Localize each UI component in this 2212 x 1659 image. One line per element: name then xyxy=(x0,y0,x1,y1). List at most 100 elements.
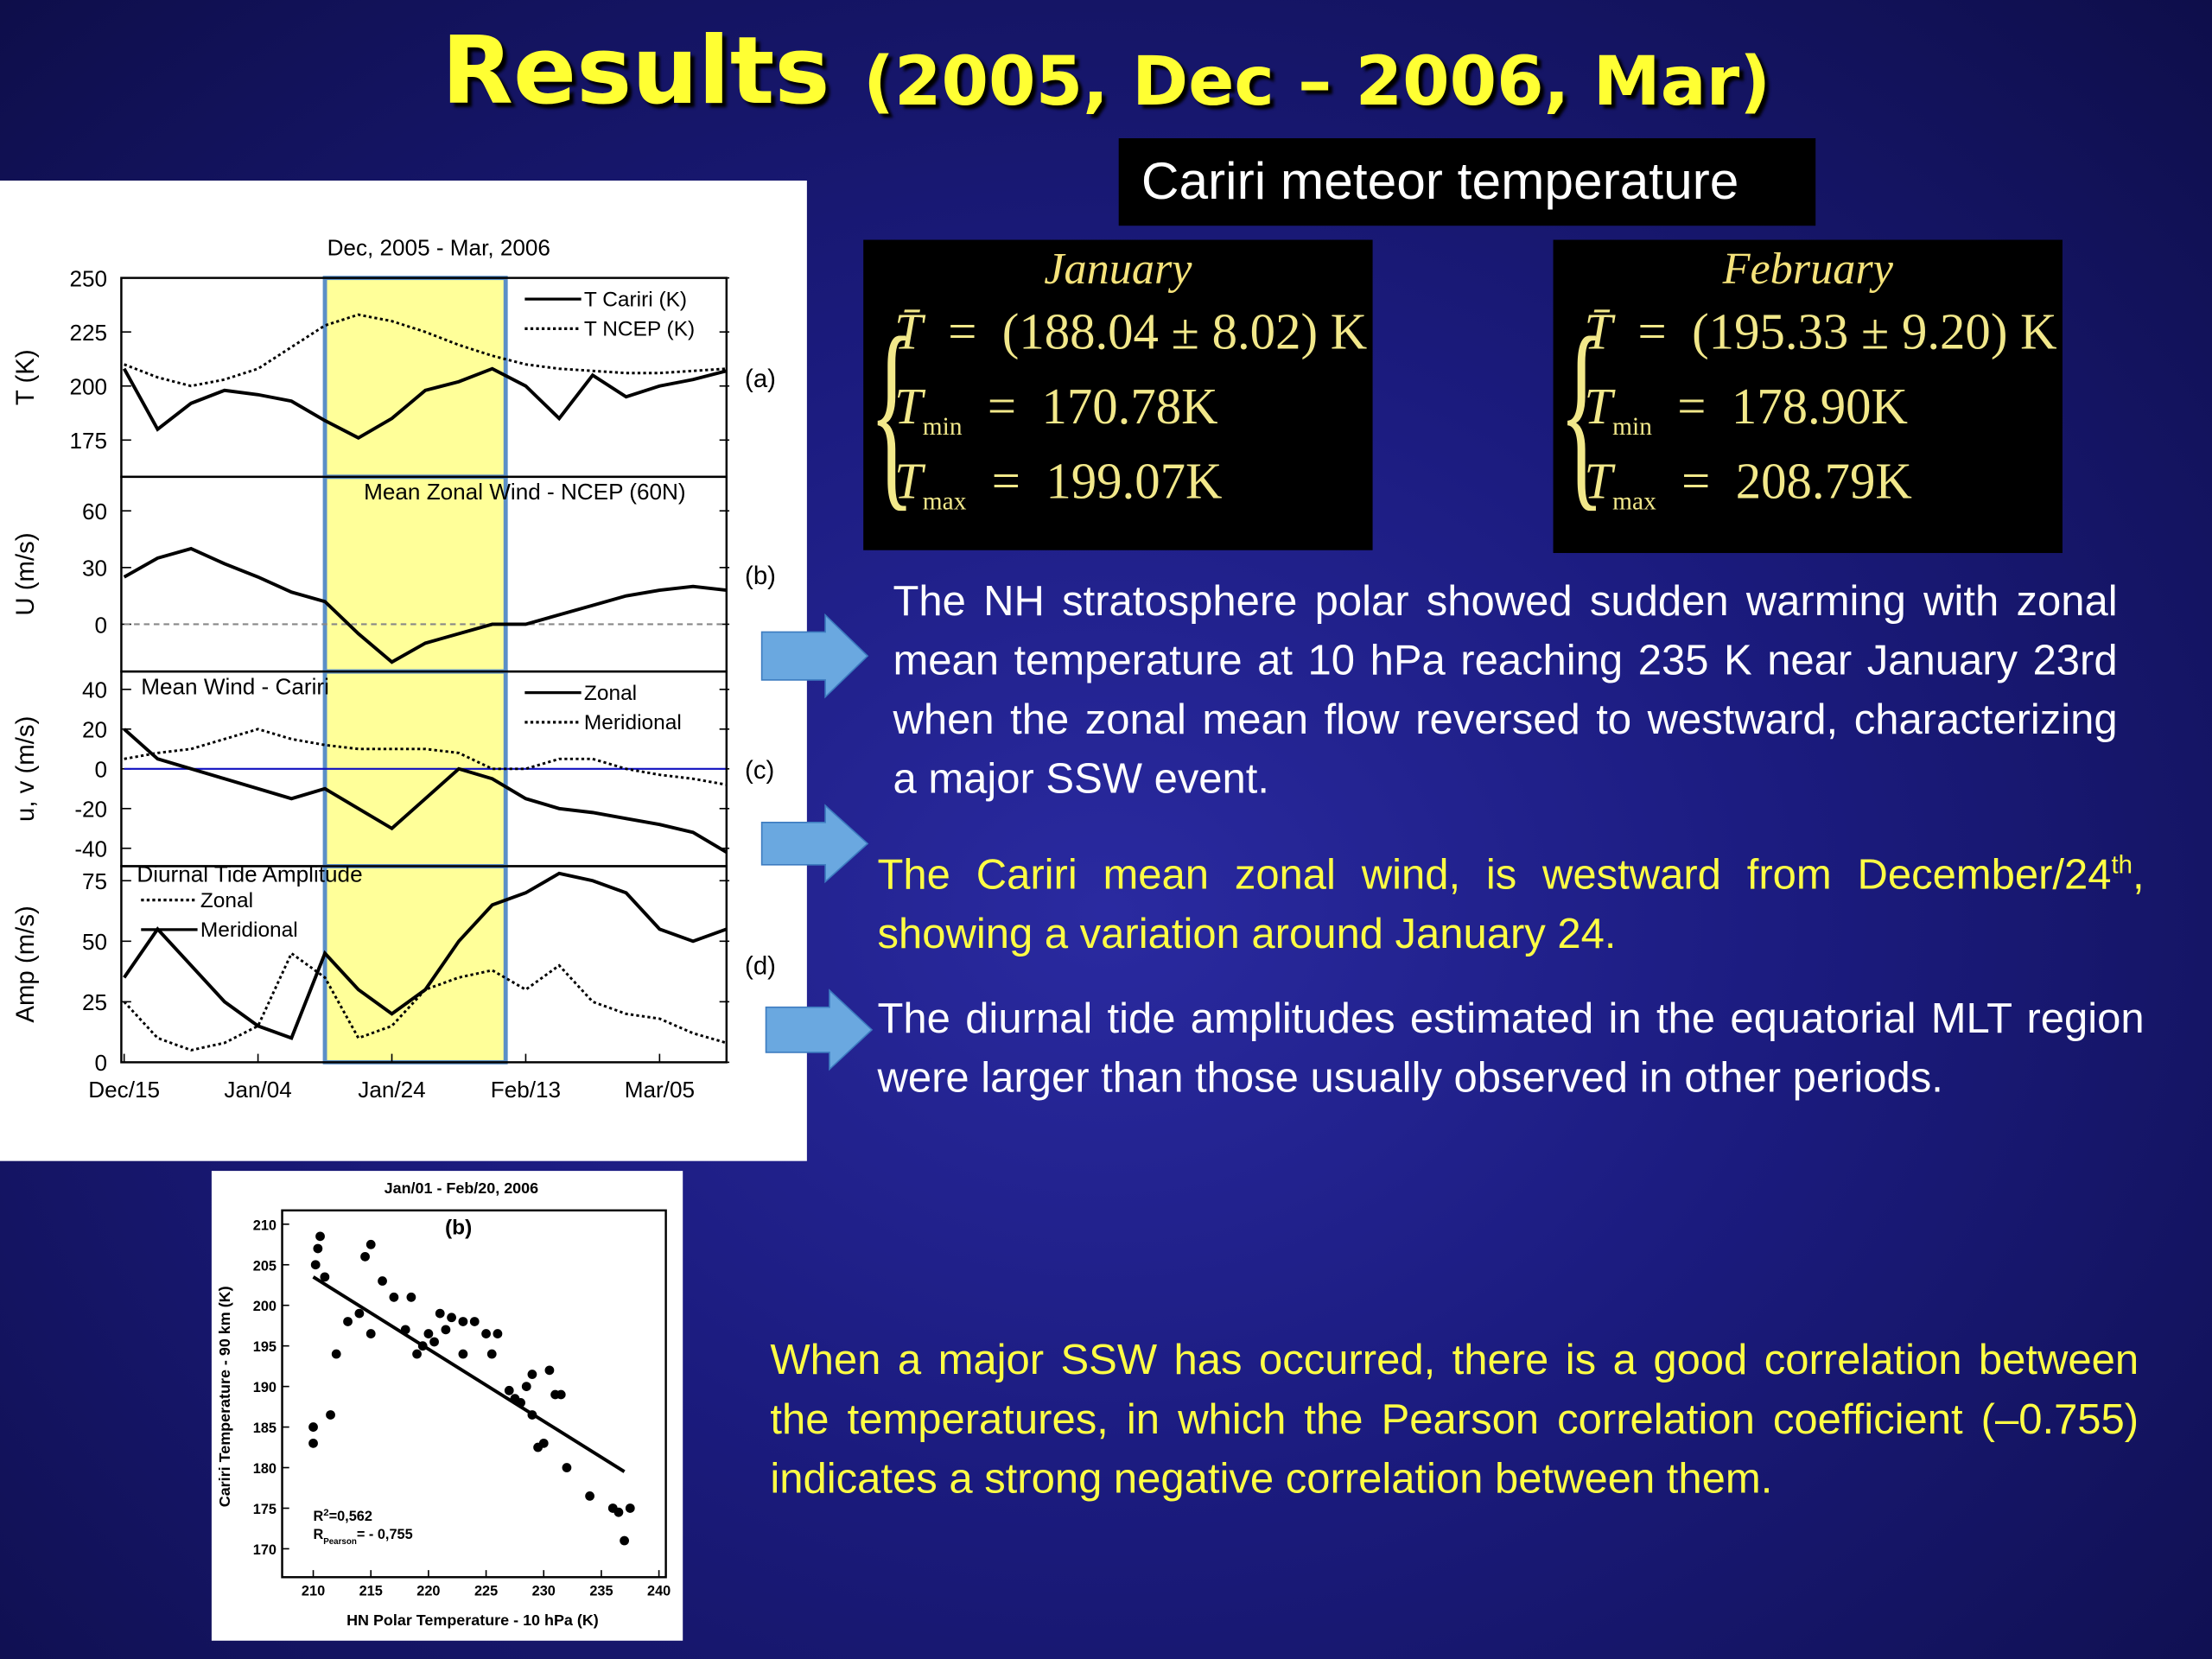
symbol: T̄ xyxy=(894,303,923,360)
text: When a major SSW has occurred, there is … xyxy=(770,1337,2139,1503)
text: The diurnal tide amplitudes estimated in… xyxy=(877,995,2145,1103)
legend-label: Meridional xyxy=(200,918,298,942)
text: =0,562 xyxy=(329,1509,372,1524)
plot-frame xyxy=(120,865,728,1064)
point xyxy=(313,1243,323,1254)
y-tick-label: 0 xyxy=(95,612,108,638)
point xyxy=(315,1231,325,1242)
point xyxy=(493,1329,503,1338)
value: 178.90K xyxy=(1731,378,1908,435)
brace: { xyxy=(1559,295,1605,530)
arrow xyxy=(760,613,869,699)
symbol: T xyxy=(1584,378,1613,435)
y-tick-label: 25 xyxy=(82,989,107,1015)
y-tick-label: 200 xyxy=(253,1299,276,1314)
legend-label: T Cariri (K) xyxy=(584,288,687,311)
plot-frame xyxy=(281,1209,667,1579)
y-tick-label: 225 xyxy=(70,320,108,346)
x-tick-label: 220 xyxy=(416,1584,440,1599)
point xyxy=(308,1438,318,1448)
paragraph: The NH stratosphere polar showed sudden … xyxy=(893,573,2117,810)
legend-label: T NCEP (K) xyxy=(584,318,695,341)
relation: = xyxy=(987,378,1017,435)
y-tick-label: 250 xyxy=(70,265,108,291)
statistic: RPearson= - 0,755 xyxy=(313,1527,412,1547)
text: = - 0,755 xyxy=(357,1527,413,1542)
y-tick-label: 180 xyxy=(253,1461,276,1477)
y-tick-label: 175 xyxy=(253,1502,276,1517)
series-line xyxy=(123,951,728,1052)
series-line xyxy=(123,728,728,855)
formula-row: T̄ = (195.33 ± 9.20) K xyxy=(1554,295,2063,370)
relation: = xyxy=(1677,378,1707,435)
title: Results xyxy=(442,16,830,126)
point xyxy=(406,1292,416,1302)
point xyxy=(458,1317,468,1326)
formula-row: Tmax = 208.79K xyxy=(1554,444,2063,519)
y-tick-label: 185 xyxy=(253,1421,276,1436)
point xyxy=(423,1329,434,1338)
symbol: T̄ xyxy=(1584,303,1613,360)
subscript: max xyxy=(922,486,967,516)
x-tick-label: 235 xyxy=(589,1584,613,1599)
point xyxy=(331,1349,341,1359)
brace: { xyxy=(868,295,915,530)
formula-box: February {T̄ = (195.33 ± 9.20) K Tmin = 178.90… xyxy=(1553,239,2063,553)
panel-label: (a) xyxy=(745,365,776,393)
formula-row: Tmax = 199.07K xyxy=(863,444,1372,519)
formula-heading: January xyxy=(1044,242,1192,294)
point xyxy=(360,1251,370,1262)
x-tick-label: Jan/24 xyxy=(358,1077,425,1103)
box-label: Cariri meteor temperature xyxy=(1118,138,1816,226)
x-tick-label: 225 xyxy=(474,1584,498,1599)
relation: = xyxy=(948,303,977,360)
chart-title: Jan/01 - Feb/20, 2006 xyxy=(385,1179,539,1197)
highlight xyxy=(322,863,508,1065)
subscript: Pearson xyxy=(323,1537,357,1547)
relation: = xyxy=(1637,303,1667,360)
value: 208.79K xyxy=(1735,453,1912,510)
x-tick-label: 240 xyxy=(647,1584,671,1599)
point xyxy=(441,1325,451,1335)
point xyxy=(544,1365,555,1376)
point xyxy=(556,1389,566,1400)
y-tick-label: 20 xyxy=(82,717,107,743)
fit-line xyxy=(312,1275,626,1473)
point xyxy=(613,1507,624,1517)
y-tick-label: 175 xyxy=(70,428,108,454)
series-line xyxy=(124,728,728,786)
point xyxy=(354,1308,365,1319)
x-tick-label: 210 xyxy=(302,1584,325,1599)
x-tick-label: Dec/15 xyxy=(88,1077,160,1103)
point xyxy=(389,1292,399,1302)
point xyxy=(481,1329,491,1338)
text: R xyxy=(313,1509,323,1524)
point xyxy=(538,1438,549,1448)
x-tick-label: 230 xyxy=(532,1584,556,1599)
formula-row: Tmin = 178.90K xyxy=(1554,370,2063,445)
y-axis-label: U (m/s) xyxy=(11,532,40,615)
text: R xyxy=(313,1527,323,1542)
point xyxy=(458,1349,468,1359)
point xyxy=(343,1317,353,1326)
symbol: T xyxy=(894,378,923,435)
superscript: 2 xyxy=(323,1508,328,1518)
paragraph: The diurnal tide amplitudes estimated in… xyxy=(878,990,2145,1109)
series-line xyxy=(123,871,728,1040)
formula-row: Tmin = 170.78K xyxy=(863,370,1372,445)
superscript: th xyxy=(2111,850,2133,880)
legend-label: Zonal xyxy=(584,682,637,705)
annotation: Diurnal Tide Amplitude xyxy=(137,861,362,887)
x-axis-label: HN Polar Temperature - 10 hPa (K) xyxy=(346,1611,599,1629)
annotation: Mean Zonal Wind - NCEP (60N) xyxy=(364,479,685,505)
paragraph: The Cariri mean zonal wind, is westward … xyxy=(878,836,2145,965)
statistic: R2=0,562 xyxy=(313,1508,372,1524)
point xyxy=(365,1239,376,1249)
y-tick-label: 190 xyxy=(253,1380,276,1395)
legend-label: Meridional xyxy=(584,711,682,734)
text: The NH stratosphere polar showed sudden … xyxy=(893,578,2118,803)
arrow xyxy=(765,988,874,1071)
paragraph: When a major SSW has occurred, there is … xyxy=(770,1332,2139,1510)
arrow xyxy=(760,804,869,884)
